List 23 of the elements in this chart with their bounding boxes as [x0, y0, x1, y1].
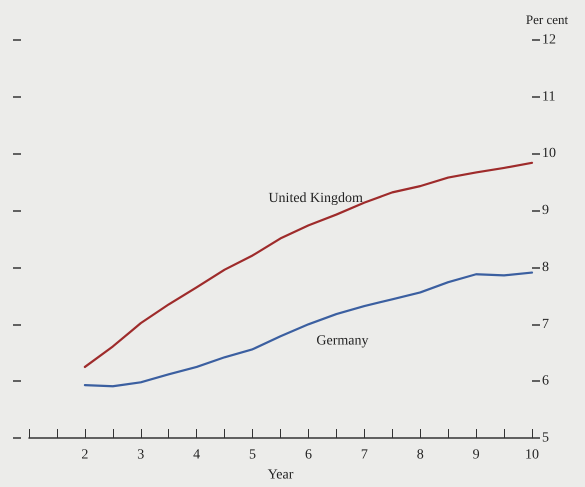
x-axis-title: Year: [268, 468, 294, 482]
line-series: [84, 162, 534, 368]
y-tick-label: 12: [542, 32, 556, 48]
y-tick-label: 8: [542, 260, 549, 275]
x-tick-label: 8: [416, 448, 424, 462]
x-tick-label: 6: [304, 448, 312, 462]
x-tick-label: 2: [81, 448, 88, 462]
x-tick-label: 3: [137, 448, 144, 462]
series-label: United Kingdom: [268, 190, 364, 206]
y-tick-label: 7: [542, 316, 549, 332]
y-tick-label: 6: [542, 374, 549, 389]
x-tick-label: 4: [193, 448, 200, 462]
x-tick-label: 7: [360, 448, 368, 462]
series-label: Germany: [316, 334, 368, 349]
y-tick-label: 10: [542, 146, 556, 162]
y-tick-label: 9: [542, 203, 549, 218]
line-series: [84, 271, 534, 388]
x-tick-label: 10: [525, 448, 539, 462]
y-axis-title: Per cent: [526, 12, 568, 27]
y-tick-label: 5: [542, 430, 549, 446]
y-tick-label: 11: [542, 89, 556, 104]
x-tick-label: 5: [249, 448, 256, 462]
x-tick-label: 9: [472, 448, 480, 462]
